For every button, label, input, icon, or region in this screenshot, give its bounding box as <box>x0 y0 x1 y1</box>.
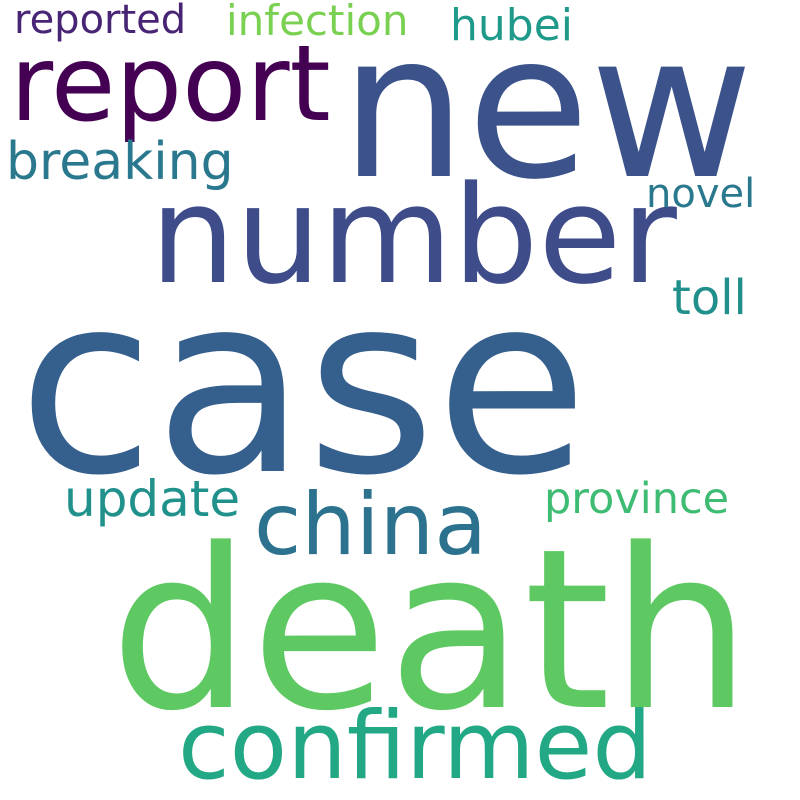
word-confirmed: confirmed <box>178 692 653 800</box>
word-number: number <box>150 157 677 314</box>
word-update: update <box>64 470 241 528</box>
word-province: province <box>544 474 730 524</box>
word-hubei: hubei <box>450 0 573 51</box>
word-new: new <box>340 0 754 224</box>
word-novel: novel <box>646 171 756 217</box>
word-infection: infection <box>226 0 409 45</box>
word-toll: toll <box>672 270 747 326</box>
word-death: death <box>110 502 752 760</box>
word-reported: reported <box>14 0 187 43</box>
word-report: report <box>10 23 331 145</box>
word-china: china <box>254 475 487 575</box>
word-case: case <box>18 242 589 530</box>
word-breaking: breaking <box>6 132 234 192</box>
